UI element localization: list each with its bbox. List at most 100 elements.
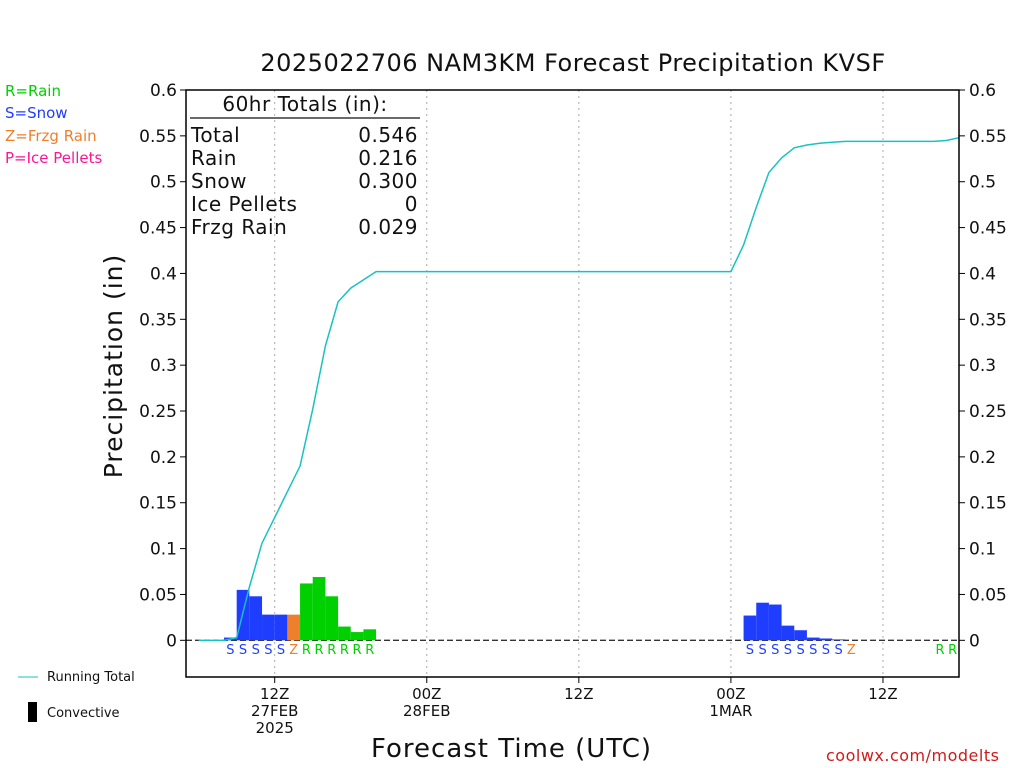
precip-type-marker: S [834,643,842,658]
precip-bar [338,626,351,641]
credit-text: coolwx.com/modelts [826,746,1000,765]
legend-snow: S=Snow [5,104,68,122]
x-tick-label: 28FEB [403,702,450,720]
precip-type-marker: R [935,643,944,658]
y-tick-label-right: 0.45 [969,219,1007,239]
precip-type-marker: S [226,643,234,658]
legend-rain: R=Rain [5,82,61,100]
precip-type-marker: S [239,643,247,658]
totals-row-value: 0.546 [358,123,418,147]
precip-bar [756,602,769,641]
y-tick-label-left: 0.15 [139,494,177,514]
x-tick-label: 12Z [564,685,593,703]
y-tick-label-left: 0.4 [150,264,177,284]
y-axis-label: Precipitation (in) [99,254,128,479]
y-tick-label-left: 0.55 [139,127,177,147]
totals-row-label: Snow [191,169,247,193]
precip-type-marker: R [365,643,374,658]
precip-type-marker: R [315,643,324,658]
y-tick-label-left: 0.5 [150,173,177,193]
totals-row-label: Ice Pellets [191,192,297,216]
legend-ice-pellets: P=Ice Pellets [5,149,103,167]
precip-type-marker: S [252,643,260,658]
precip-bar [300,583,313,641]
precip-bar [794,630,807,641]
totals-box: 60hr Totals (in): Total 0.546 Rain 0.216 Snow… [190,92,420,239]
totals-row-label: Rain [191,146,237,170]
y-tick-label-right: 0.55 [969,127,1007,147]
precip-bar [806,637,820,641]
precip-bar [274,614,288,641]
precip-type-marker: R [353,643,362,658]
y-tick-label-left: 0.6 [150,81,177,101]
y-tick-label-right: 0.5 [969,173,996,193]
precip-bar [363,629,377,641]
y-tick-label-right: 0.15 [969,494,1007,514]
x-tick-label: 2025 [256,719,294,737]
y-tick-label-right: 0.3 [969,356,996,376]
precip-bar [325,596,339,641]
convective-legend-label: Convective [47,706,120,721]
y-tick-label-left: 0.3 [150,356,177,376]
running-total-line [198,136,960,642]
x-tick-label: 27FEB [251,702,298,720]
grid-lines [274,90,884,677]
x-tick-label: 12Z [868,685,897,703]
y-tick-label-right: 0.4 [969,264,996,284]
y-tick-label-right: 0 [969,631,980,651]
precip-bar [312,577,326,641]
precip-type-marker: S [796,643,804,658]
y-tick-label-left: 0 [166,631,177,651]
y-tick-label-right: 0.6 [969,81,996,101]
precip-type-marker: S [771,643,779,658]
totals-row-label: Total [190,123,240,147]
precip-type-marker: S [822,643,830,658]
totals-row-label: Frzg Rain [191,215,287,239]
precip-type-marker: S [758,643,766,658]
running-total-polyline [198,136,960,642]
y-tick-label-right: 0.2 [969,448,996,468]
x-tick-label: 12Z [260,685,289,703]
convective-legend-swatch [28,702,37,722]
precip-type-marker: S [277,643,285,658]
y-tick-label-left: 0.1 [150,540,177,560]
precip-bar [743,615,757,641]
precip-type-marker: S [809,643,817,658]
totals-heading: 60hr Totals (in): [222,92,387,116]
precip-type-marker: S [746,643,754,658]
y-tick-label-left: 0.05 [139,585,177,605]
precip-type-marker: Z [847,643,856,658]
y-tick-label-left: 0.45 [139,219,177,239]
precip-type-marker: Z [289,643,298,658]
legend-freezing-rain: Z=Frzg Rain [5,127,97,145]
precip-type-marker: R [302,643,311,658]
totals-row-value: 0.216 [358,146,418,170]
precip-type-marker: R [340,643,349,658]
y-tick-label-left: 0.35 [139,310,177,330]
precip-bar [832,639,845,641]
chart-title: 2025022706 NAM3KM Forecast Precipitation… [260,49,886,77]
precip-type-marker: S [264,643,272,658]
axes: 0 0 0.05 0.05 0.1 0.1 0.15 0.15 0.2 0.2 0.25 0.25 0.… [139,81,1007,737]
totals-row-value: 0.300 [358,169,418,193]
y-tick-label-right: 0.35 [969,310,1007,330]
y-tick-label-left: 0.2 [150,448,177,468]
precip-bars [224,577,845,641]
precip-bar [249,596,263,641]
x-tick-label: 1MAR [709,702,752,720]
x-tick-label: 00Z [412,685,441,703]
precip-bar [781,625,795,641]
totals-row-value: 0 [405,192,418,216]
y-tick-label-right: 0.1 [969,540,996,560]
running-total-legend-label: Running Total [47,670,135,685]
precip-type-marker: S [784,643,792,658]
y-tick-label-left: 0.25 [139,402,177,422]
precip-bar [262,614,275,641]
plot-frame [185,89,960,678]
y-tick-label-right: 0.05 [969,585,1007,605]
y-tick-label-right: 0.25 [969,402,1007,422]
precip-bar [768,604,782,641]
precip-type-marker: R [948,643,957,658]
